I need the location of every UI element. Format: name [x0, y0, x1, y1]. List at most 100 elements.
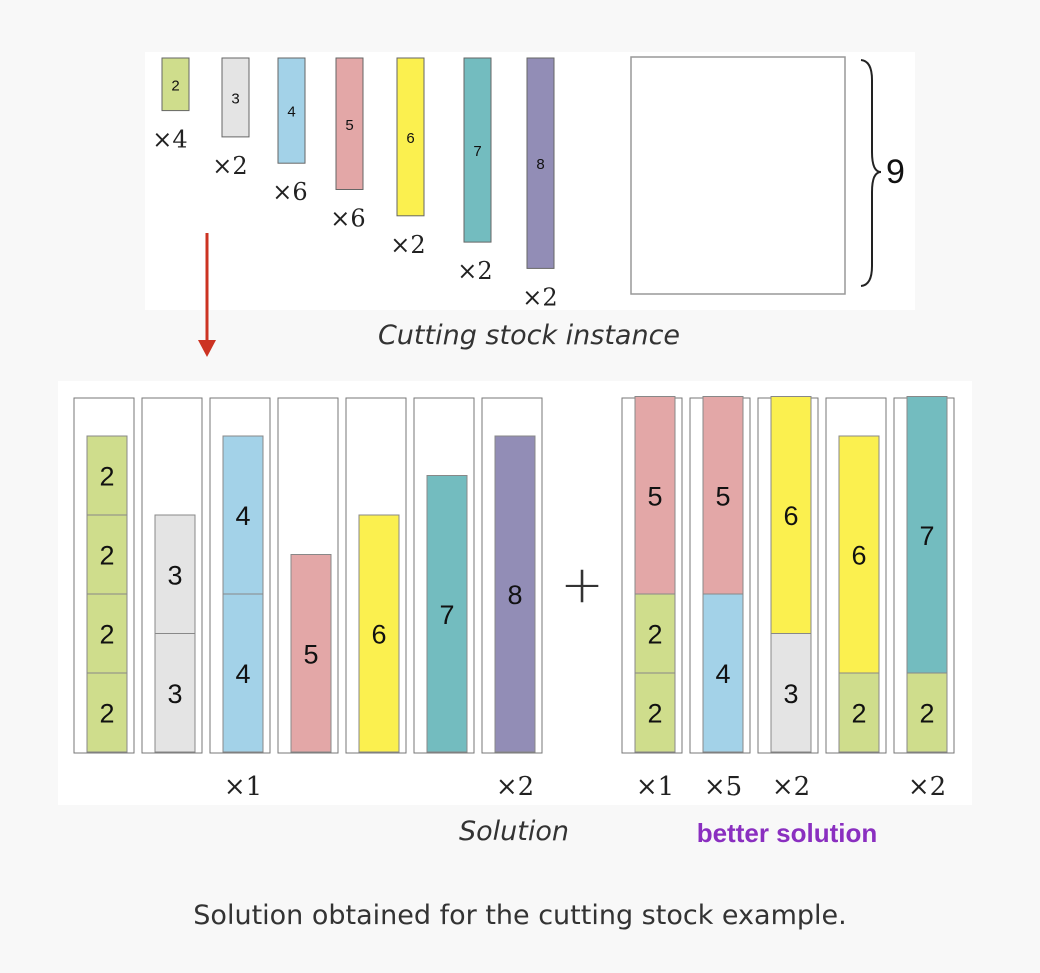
piece-rect: [335, 57, 364, 190]
piece-length-label: 2: [99, 620, 114, 650]
piece-length-label: 2: [171, 77, 179, 94]
solution-pattern-3: 4 4 ×1: [209, 397, 271, 802]
piece-length-label: 4: [235, 501, 250, 531]
piece-length-label: 6: [371, 620, 386, 650]
piece-length-label: 2: [851, 699, 866, 729]
instance-piece-5: 5 ×6: [330, 57, 366, 233]
piece-length-label: 5: [715, 481, 730, 511]
pattern-multiplier: ×2: [772, 772, 810, 802]
stock-length-brace: [860, 59, 882, 287]
piece-length-label: 7: [473, 143, 481, 160]
piece-multiplier: ×6: [272, 178, 307, 206]
piece-rect: [838, 435, 880, 674]
piece-rect: [770, 633, 812, 753]
piece-length-label: 6: [406, 130, 414, 147]
instance-piece-2: 2 ×4: [152, 57, 190, 154]
solution-pattern-4: 5: [277, 397, 339, 754]
piece-length-label: 7: [919, 521, 934, 551]
solution-pattern-2: 33: [141, 397, 203, 754]
piece-rect: [702, 593, 744, 753]
instance-piece-7: 7 ×2: [457, 57, 493, 285]
better-pattern-1: 2 2 5 ×1: [621, 396, 683, 802]
pattern-multiplier: ×1: [636, 772, 674, 802]
piece-length-label: 7: [439, 600, 454, 630]
figure-caption: Solution obtained for the cutting stock …: [193, 900, 847, 931]
piece-rect: [396, 57, 425, 217]
piece-rect: [426, 475, 468, 753]
solution-label: Solution: [459, 816, 569, 847]
piece-rect: [154, 633, 196, 753]
piece-rect: [770, 396, 812, 634]
stock-roll: [630, 56, 846, 295]
piece-rect: [86, 672, 128, 753]
instance-piece-8: 8 ×2: [522, 57, 558, 311]
piece-rect: [906, 672, 948, 753]
piece-length-label: 2: [99, 699, 114, 729]
piece-rect: [86, 435, 128, 516]
instance-piece-6: 6 ×2: [390, 57, 426, 259]
piece-rect: [277, 57, 306, 164]
piece-length-label: 3: [783, 679, 798, 709]
better-pattern-5: 2 7 ×2: [893, 396, 955, 802]
instance-piece-3: 3 ×2: [212, 57, 250, 180]
piece-rect: [222, 435, 264, 595]
piece-length-label: 5: [647, 481, 662, 511]
pattern-multiplier: ×5: [704, 772, 742, 802]
piece-rect: [86, 593, 128, 674]
piece-rect: [526, 57, 555, 269]
piece-rect: [463, 57, 492, 243]
piece-length-label: 3: [231, 90, 239, 107]
piece-rect: [838, 672, 880, 753]
piece-length-label: 2: [99, 541, 114, 571]
solution-pattern-7: 8 ×2: [481, 397, 543, 802]
piece-rect: [358, 514, 400, 753]
piece-length-label: 4: [287, 104, 295, 121]
piece-length-label: 5: [345, 117, 353, 134]
piece-length-label: 2: [647, 699, 662, 729]
piece-length-label: 2: [647, 620, 662, 650]
better-pattern-2: 4 5 ×5: [689, 396, 751, 802]
solution-pattern-5: 6: [345, 397, 407, 754]
piece-length-label: 3: [167, 679, 182, 709]
piece-length-label: 5: [303, 639, 318, 669]
piece-rect: [86, 514, 128, 595]
instance-piece-4: 4 ×6: [272, 57, 308, 206]
piece-multiplier: ×2: [522, 283, 557, 311]
piece-rect: [221, 57, 250, 138]
piece-rect: [906, 396, 948, 674]
instance-title: Cutting stock instance: [378, 320, 680, 351]
solution-pattern-6: 7: [413, 397, 475, 754]
piece-rect: [222, 593, 264, 753]
piece-rect: [634, 396, 676, 595]
piece-rect: [290, 554, 332, 753]
piece-multiplier: ×2: [457, 257, 492, 285]
better-pattern-4: 26: [825, 397, 887, 754]
better-solution-label: better solution: [697, 818, 878, 848]
piece-multiplier: ×6: [330, 205, 365, 233]
solution-pattern-1: 2 2 2 2: [73, 397, 135, 754]
piece-length-label: 6: [851, 541, 866, 571]
piece-multiplier: ×2: [390, 231, 425, 259]
better-pattern-3: 3 6 ×2: [757, 396, 819, 802]
piece-multiplier: ×2: [212, 152, 247, 180]
piece-rect: [161, 57, 190, 112]
piece-length-label: 8: [507, 580, 522, 610]
piece-rect: [634, 672, 676, 753]
piece-length-label: 4: [715, 659, 730, 689]
piece-rect: [702, 396, 744, 595]
down-arrow-icon: [198, 233, 216, 357]
pattern-multiplier: ×1: [224, 772, 262, 802]
piece-length-label: 2: [99, 462, 114, 492]
instance-pieces: 2 ×4 3 ×2 4 ×6 5 ×6 6 ×2 7 ×2 8 ×2: [152, 57, 558, 311]
pattern-multiplier: ×2: [496, 772, 534, 802]
pattern-multiplier: ×2: [908, 772, 946, 802]
piece-multiplier: ×4: [152, 126, 187, 154]
piece-length-label: 6: [783, 501, 798, 531]
piece-rect: [494, 435, 536, 753]
piece-length-label: 3: [167, 560, 182, 590]
plus-sign: +: [560, 555, 604, 615]
piece-length-label: 2: [919, 699, 934, 729]
